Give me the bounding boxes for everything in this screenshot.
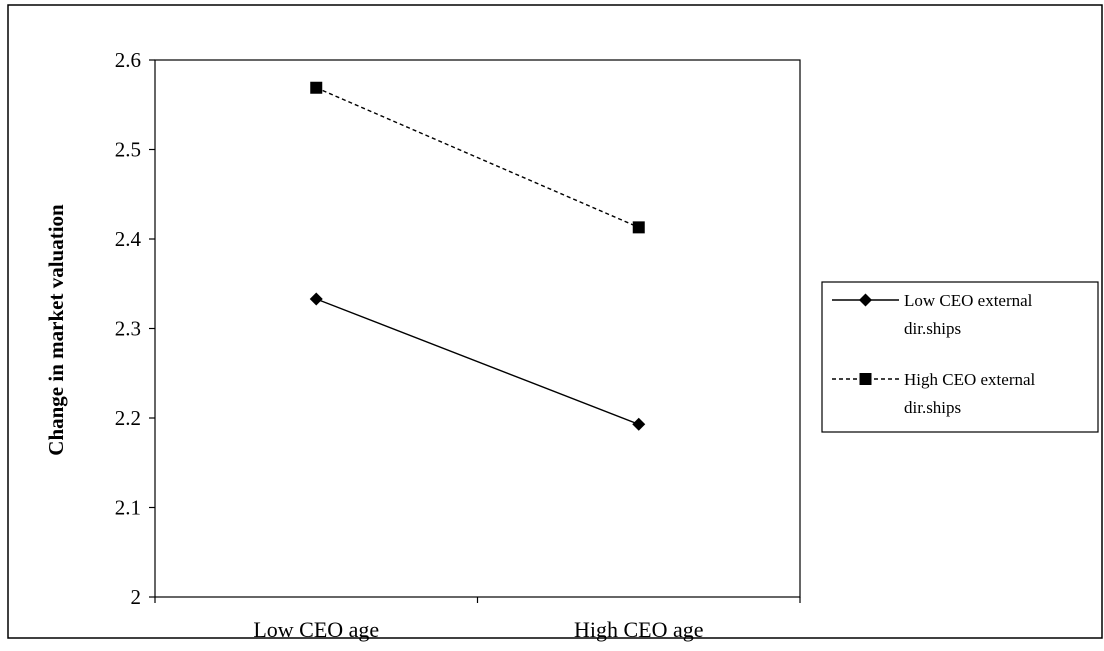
y-tick-label: 2.5 [115, 138, 141, 162]
plot-area-border [154, 59, 801, 598]
legend-label: dir.ships [904, 319, 961, 338]
y-axis: 2 2.1 2.2 2.3 2.4 2.5 2.6 [115, 48, 155, 609]
y-tick-label: 2.3 [115, 317, 141, 341]
x-category-label: High CEO age [574, 617, 704, 642]
legend-label: Low CEO external [904, 291, 1033, 310]
legend-box [821, 281, 1099, 433]
y-tick-label: 2.6 [115, 48, 141, 72]
x-axis: Low CEO age High CEO age [154, 597, 801, 642]
legend-marker [859, 293, 872, 307]
series-group [309, 81, 646, 431]
y-tick-label: 2 [131, 585, 142, 609]
y-tick-label: 2.4 [115, 227, 142, 251]
legend: Low CEO external dir.ships High CEO extern… [821, 281, 1099, 433]
y-axis-title: Change in market valuation [44, 204, 68, 456]
legend-label: High CEO external [904, 370, 1036, 389]
legend-label: dir.ships [904, 398, 961, 417]
chart-outer-border [7, 4, 1103, 639]
legend-marker [859, 373, 872, 385]
series-line-high-ceo-external-dirships [315, 87, 640, 229]
data-point-marker [310, 81, 323, 94]
series-line-low-ceo-external-dirships [315, 298, 640, 425]
data-point-marker [632, 417, 646, 431]
x-category-label: Low CEO age [253, 617, 379, 642]
data-point-marker [632, 221, 645, 234]
y-tick-label: 2.1 [115, 496, 141, 520]
y-tick-label: 2.2 [115, 406, 141, 430]
data-point-marker [309, 292, 323, 306]
